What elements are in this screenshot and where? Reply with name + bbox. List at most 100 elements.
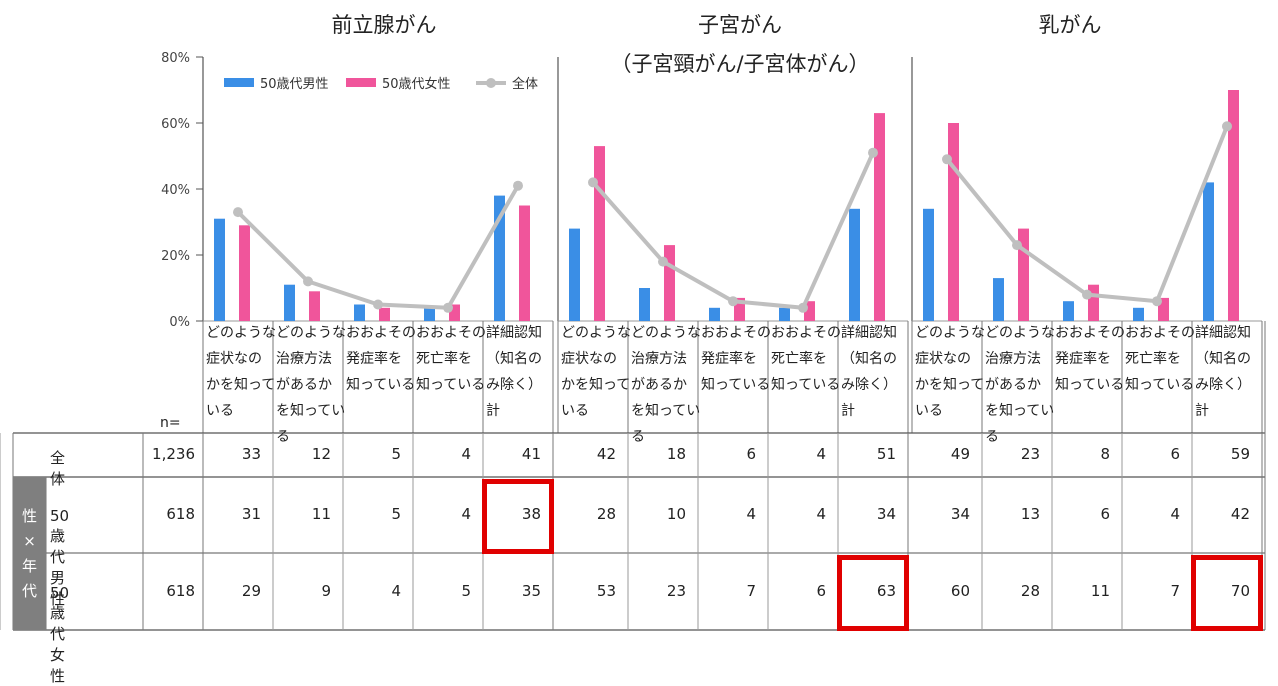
bar-50s-male bbox=[424, 307, 435, 321]
bar-50s-male bbox=[779, 307, 790, 321]
bar-50s-female bbox=[804, 301, 815, 321]
table-cell: 29 bbox=[241, 581, 261, 600]
point-total bbox=[798, 302, 808, 313]
group-label-sex-age: 性 × 年代 bbox=[13, 477, 46, 630]
bar-50s-female bbox=[734, 297, 745, 321]
point-total bbox=[513, 180, 523, 191]
table-cell: 4 bbox=[391, 581, 401, 600]
row-label: 50歳代女性 bbox=[50, 583, 70, 685]
bar-50s-female bbox=[449, 304, 460, 321]
legend-marker bbox=[486, 78, 496, 88]
category-label: 詳細認知 （知名の み除く） 計 bbox=[486, 325, 542, 419]
legend-label: 50歳代女性 bbox=[382, 76, 451, 92]
group-label-char: 性 bbox=[21, 506, 37, 525]
panel-title: 前立腺がん bbox=[331, 13, 437, 37]
category-label: おおよその 発症率を 知っている bbox=[346, 325, 416, 393]
point-total bbox=[1152, 296, 1162, 307]
table-cell: 42 bbox=[1230, 505, 1250, 523]
bar-50s-female bbox=[948, 123, 959, 321]
row-label: 50歳代男性 bbox=[50, 507, 70, 608]
table-cell: 41 bbox=[521, 445, 541, 463]
panel-title: 乳がん bbox=[1038, 13, 1102, 37]
table-cell: 33 bbox=[241, 445, 261, 463]
bar-50s-female bbox=[664, 245, 675, 321]
bar-50s-female bbox=[1088, 284, 1099, 321]
point-total bbox=[373, 299, 383, 310]
group-label-char: 代 bbox=[21, 581, 37, 600]
table-cell: 28 bbox=[1020, 581, 1040, 600]
table-cell: 23 bbox=[1020, 445, 1040, 463]
bar-50s-male bbox=[284, 284, 295, 321]
highlight-box bbox=[482, 479, 554, 554]
category-label: おおよその 死亡率を 知っている bbox=[1125, 325, 1195, 393]
bar-50s-female bbox=[874, 113, 885, 321]
category-label: どのような 治療方法 があるか を知ってい る bbox=[276, 325, 346, 445]
bar-50s-female bbox=[1158, 297, 1169, 321]
point-total bbox=[942, 154, 952, 165]
table-cell: 4 bbox=[1170, 505, 1180, 523]
point-total bbox=[728, 296, 738, 307]
table-cell: 4 bbox=[816, 505, 826, 523]
table-cell: 7 bbox=[1170, 581, 1180, 600]
table-cell: 53 bbox=[596, 581, 616, 600]
point-total bbox=[303, 276, 313, 287]
line-total bbox=[945, 125, 1229, 304]
category-label: おおよその 死亡率を 知っている bbox=[771, 325, 841, 393]
line-total bbox=[591, 151, 875, 310]
point-total bbox=[233, 207, 243, 218]
table-cell: 35 bbox=[521, 581, 541, 600]
table-cell: 70 bbox=[1230, 581, 1250, 600]
highlight-box bbox=[837, 555, 909, 631]
legend-label: 50歳代男性 bbox=[260, 77, 329, 92]
bar-50s-male bbox=[1063, 301, 1074, 321]
category-label: どのような 治療方法 があるか を知ってい る bbox=[631, 325, 701, 445]
table-cell: 9 bbox=[321, 581, 331, 600]
row-n: 1,236 bbox=[152, 445, 195, 463]
category-label: どのような 治療方法 があるか を知ってい る bbox=[985, 325, 1055, 445]
n-label: n= bbox=[160, 415, 181, 431]
legend-swatch bbox=[346, 78, 376, 87]
point-total bbox=[588, 177, 598, 188]
table-cell: 6 bbox=[1170, 445, 1180, 463]
bar-50s-male bbox=[923, 208, 934, 321]
chart-canvas: 0%20%40%60%80%50歳代男性 50歳代女性 全体 bbox=[0, 51, 1266, 631]
bar-50s-male bbox=[354, 304, 365, 321]
table-cell: 5 bbox=[391, 445, 401, 463]
row-label: 全体 bbox=[50, 449, 66, 488]
table-cell: 11 bbox=[1090, 581, 1110, 600]
row-n: 618 bbox=[166, 505, 195, 523]
table-cell: 4 bbox=[746, 505, 756, 523]
point-total bbox=[868, 147, 878, 158]
table-cell: 11 bbox=[311, 505, 331, 523]
table-cell: 59 bbox=[1230, 445, 1250, 463]
category-label: おおよその 発症率を 知っている bbox=[701, 325, 771, 393]
point-total bbox=[1222, 121, 1232, 132]
table-cell: 6 bbox=[1100, 505, 1110, 523]
table-cell: 49 bbox=[950, 445, 970, 463]
point-total bbox=[1012, 240, 1022, 251]
category-label: 詳細認知 （知名の み除く） 計 bbox=[841, 325, 897, 419]
bar-50s-female bbox=[1018, 228, 1029, 321]
table-cell: 42 bbox=[596, 445, 616, 463]
panel-title: 子宮がん bbox=[698, 13, 782, 37]
table-cell: 60 bbox=[950, 581, 970, 600]
y-tick-label: 40% bbox=[161, 183, 190, 198]
bar-50s-female bbox=[594, 146, 605, 321]
category-label: 詳細認知 （知名の み除く） 計 bbox=[1195, 325, 1251, 419]
table-cell: 23 bbox=[666, 581, 686, 600]
bar-50s-male bbox=[1133, 307, 1144, 321]
bar-50s-male bbox=[639, 288, 650, 321]
table-cell: 4 bbox=[461, 445, 471, 463]
table-cell: 34 bbox=[950, 505, 970, 523]
category-label: どのような 症状なの かを知って いる bbox=[915, 325, 985, 419]
bar-50s-female bbox=[309, 291, 320, 321]
table-cell: 38 bbox=[521, 505, 541, 523]
point-total bbox=[1082, 289, 1092, 300]
table-cell: 5 bbox=[391, 505, 401, 523]
table-cell: 6 bbox=[746, 445, 756, 463]
table-cell: 18 bbox=[666, 445, 686, 463]
y-tick-label: 0% bbox=[169, 315, 190, 330]
bar-50s-female bbox=[1228, 90, 1239, 321]
y-tick-label: 60% bbox=[161, 117, 190, 132]
legend-swatch bbox=[224, 78, 254, 87]
